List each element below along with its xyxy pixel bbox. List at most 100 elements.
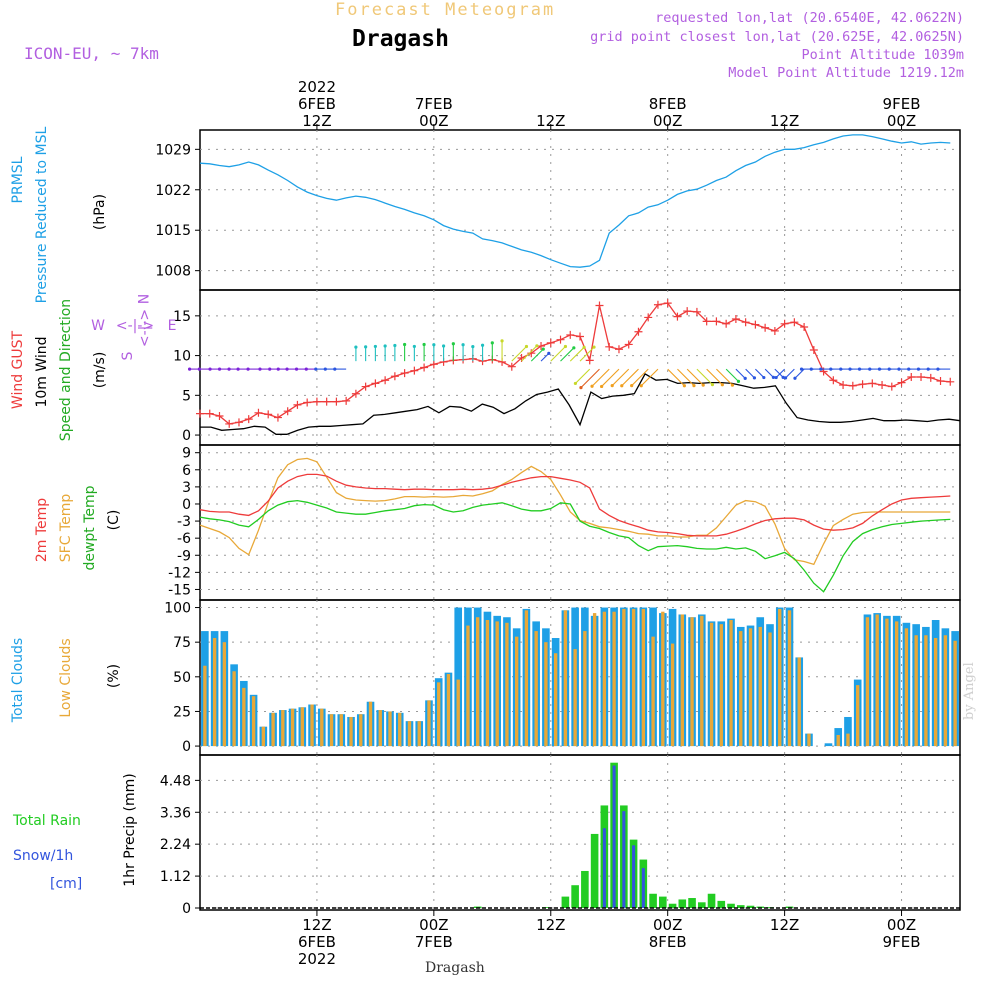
- time-tick-label: 12Z: [536, 916, 565, 934]
- gust-marker: [868, 379, 877, 388]
- pressure-desc-label: Pressure Reduced to MSL: [34, 126, 50, 303]
- panel-frame: [199, 444, 961, 601]
- wind-direction-arrow: [601, 368, 620, 387]
- wind-direction-arrow: [754, 368, 765, 378]
- gust-marker: [605, 342, 614, 351]
- wind-arrow-head: [857, 367, 862, 371]
- gust-marker: [264, 410, 273, 419]
- wind-arrow-head: [563, 344, 568, 349]
- y-tick-label: -3: [177, 514, 191, 530]
- gust-marker: [556, 335, 565, 344]
- low-cloud-bar: [476, 617, 480, 747]
- wind-arrow-head: [227, 367, 231, 371]
- low-cloud-bar: [700, 615, 704, 747]
- wind-arrow-head: [793, 376, 797, 380]
- low-cloud-bar: [261, 726, 266, 747]
- wind-arrow-head: [541, 347, 545, 351]
- rain-bar: [659, 896, 667, 908]
- compass-east: E: [168, 318, 177, 334]
- rain-bar: [473, 906, 482, 908]
- wind-direction-arrow: [631, 368, 649, 386]
- y-tick-label: -6: [177, 531, 191, 547]
- low-cloud-bar: [953, 640, 957, 747]
- wind-arrow-head: [480, 343, 485, 347]
- wind-arrow-head: [393, 343, 397, 348]
- date-label: 6FEB: [298, 95, 336, 113]
- rain-bar: [707, 893, 716, 908]
- low-cloud-bar: [787, 610, 792, 747]
- gust-marker: [381, 376, 390, 385]
- gust-marker: [712, 317, 721, 326]
- requested-coords: requested lon,lat (20.6540E, 42.0622N): [655, 10, 964, 26]
- low-cloud-bar: [739, 631, 743, 747]
- gust-marker: [410, 366, 419, 375]
- time-tick-label: 12Z: [770, 112, 799, 130]
- pressure-series: 1008 1015 1022 1029: [155, 134, 960, 280]
- location-title: Dragash: [352, 26, 449, 52]
- gust-marker: [770, 326, 779, 335]
- wind-direction-arrow: [611, 368, 630, 386]
- gust-marker: [273, 413, 282, 422]
- wind-arrow-head: [461, 343, 465, 347]
- wind-arrow-head: [743, 376, 747, 380]
- y-tick-label: 4.48: [160, 773, 191, 789]
- wind-direction-arrow: [621, 368, 639, 387]
- low-cloud-bar: [875, 614, 879, 747]
- total-rain-label: Total Rain: [12, 813, 81, 829]
- low-cloud-bar: [398, 712, 402, 747]
- wind-arrow-head: [333, 367, 337, 371]
- wind-arrow-head: [897, 367, 901, 371]
- wind-direction-arrow: [696, 368, 713, 385]
- wind-arrow-head: [799, 367, 804, 371]
- temp-2m-line: [199, 473, 951, 537]
- wind-arrow-head: [364, 345, 368, 349]
- pressure-line: [199, 134, 951, 268]
- y-tick-label: 50: [173, 670, 191, 686]
- wind-arrow-head: [217, 367, 222, 371]
- wind-arrow-head: [771, 375, 776, 379]
- low-cloud-bar: [651, 636, 655, 747]
- gust-marker: [751, 320, 760, 329]
- wind-gust-label: Wind GUST: [10, 330, 26, 409]
- low-cloud-bar: [836, 734, 840, 747]
- wind-arrow-head: [730, 383, 735, 387]
- wind-arrow-head: [936, 367, 940, 371]
- temp-2m-label: 2m Temp: [34, 498, 50, 562]
- low-cloud-bar: [563, 610, 568, 747]
- gust-marker: [566, 330, 575, 339]
- y-tick-label: 100: [164, 601, 191, 617]
- panel-5: [199, 754, 961, 911]
- sfc-temp-line: [199, 457, 951, 566]
- time-tick-label: 12Z: [770, 916, 799, 934]
- wind-arrow-head: [701, 383, 705, 387]
- gust-marker: [907, 373, 916, 382]
- rain-bar: [727, 903, 735, 908]
- low-cloud-bar: [641, 608, 646, 747]
- wind-arrow-head: [720, 383, 724, 387]
- pressure-unit-label: (hPa): [92, 194, 108, 230]
- prmsl-label: PRMSL: [10, 156, 26, 203]
- low-cloud-bar: [388, 711, 392, 747]
- y-tick-label: 1029: [155, 142, 191, 158]
- rain-bar: [678, 899, 687, 908]
- wind-direction-arrow: [706, 368, 723, 386]
- gust-marker: [897, 378, 906, 387]
- wind-arrow-head: [524, 344, 529, 349]
- rain-bar: [736, 905, 745, 908]
- snow-bar: [641, 868, 645, 908]
- wind-arrow-head: [535, 344, 539, 348]
- snow-bar: [602, 828, 606, 908]
- wind-arrow-head: [592, 345, 596, 349]
- wind-arrow-head: [236, 367, 240, 371]
- wind-direction-arrow: [530, 348, 544, 362]
- wind-direction-arrow: [579, 346, 595, 362]
- wind-arrow-head: [412, 344, 416, 349]
- precip-unit-label: 1hr Precip (mm): [122, 773, 138, 886]
- date-label: 7FEB: [415, 933, 453, 951]
- compass-rose: W E<-|->NS<-|->: [91, 294, 176, 361]
- date-label: 7FEB: [415, 95, 453, 113]
- wind-arrow-head: [268, 367, 272, 371]
- wind-direction-arrow: [569, 346, 585, 362]
- gust-marker: [351, 389, 360, 398]
- gust-marker: [780, 319, 789, 328]
